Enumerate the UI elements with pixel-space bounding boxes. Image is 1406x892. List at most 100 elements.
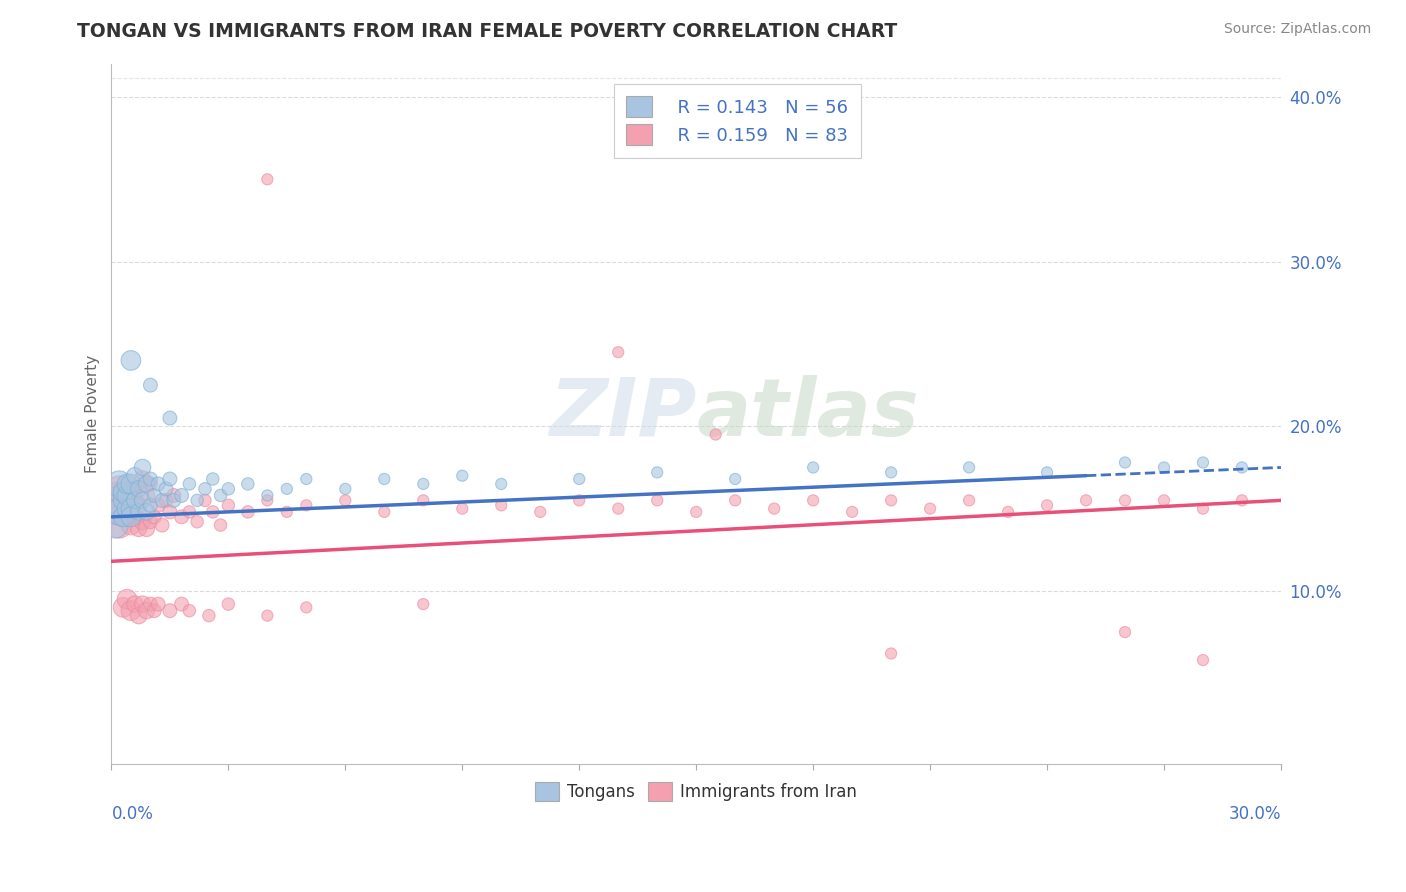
Point [148,498,170,512]
Point [179,505,201,519]
Point [256,488,278,502]
Point [159,472,181,486]
Point [276,505,298,519]
Point [128,608,150,623]
Point [335,493,357,508]
Point [1192,456,1215,470]
Point [115,485,138,500]
Point [1153,460,1175,475]
Point [139,378,162,392]
Point [1153,493,1175,508]
Point [124,597,146,611]
Point [198,608,221,623]
Point [150,518,173,533]
Point [135,521,157,535]
Point [115,477,138,491]
Point [131,460,153,475]
Point [801,460,824,475]
Point [163,488,186,502]
Point [108,482,131,496]
Point [1114,456,1136,470]
Point [194,493,217,508]
Point [120,509,142,524]
Point [179,604,201,618]
Point [143,488,166,502]
Point [209,518,232,533]
Point [104,505,127,519]
Point [1192,501,1215,516]
Point [186,515,208,529]
Point [236,505,259,519]
Point [685,505,707,519]
Point [120,501,142,516]
Point [120,505,142,519]
Point [108,477,131,491]
Point [1114,625,1136,640]
Point [256,493,278,508]
Point [186,493,208,508]
Point [568,472,591,486]
Point [451,468,474,483]
Point [112,493,135,508]
Point [704,427,727,442]
Point [412,493,434,508]
Point [139,597,162,611]
Point [529,505,551,519]
Point [276,482,298,496]
Point [170,509,193,524]
Point [115,592,138,607]
Point [256,172,278,186]
Point [295,498,318,512]
Point [124,509,146,524]
Text: 0.0%: 0.0% [111,805,153,823]
Point [957,460,980,475]
Point [108,505,131,519]
Point [120,353,142,368]
Point [217,482,239,496]
Point [1192,653,1215,667]
Point [217,498,239,512]
Point [120,604,142,618]
Point [112,485,135,500]
Point [159,604,181,618]
Text: Source: ZipAtlas.com: Source: ZipAtlas.com [1223,22,1371,37]
Point [412,597,434,611]
Point [1230,493,1253,508]
Point [1114,493,1136,508]
Point [115,501,138,516]
Point [724,472,747,486]
Point [104,493,127,508]
Point [194,482,217,496]
Point [373,472,395,486]
Point [159,505,181,519]
Point [209,488,232,502]
Point [568,493,591,508]
Point [957,493,980,508]
Point [135,604,157,618]
Point [645,493,668,508]
Point [112,488,135,502]
Point [880,466,903,480]
Point [115,509,138,524]
Point [1036,498,1059,512]
Point [335,482,357,496]
Legend: Tongans, Immigrants from Iran: Tongans, Immigrants from Iran [529,775,863,808]
Point [150,493,173,508]
Point [135,505,157,519]
Text: atlas: atlas [696,375,920,453]
Point [724,493,747,508]
Point [128,482,150,496]
Point [201,472,224,486]
Point [124,468,146,483]
Point [112,509,135,524]
Point [135,488,157,502]
Point [139,477,162,491]
Point [607,345,630,359]
Point [1036,466,1059,480]
Point [112,501,135,516]
Text: TONGAN VS IMMIGRANTS FROM IRAN FEMALE POVERTY CORRELATION CHART: TONGAN VS IMMIGRANTS FROM IRAN FEMALE PO… [77,22,897,41]
Point [201,505,224,519]
Point [120,488,142,502]
Point [997,505,1019,519]
Point [115,493,138,508]
